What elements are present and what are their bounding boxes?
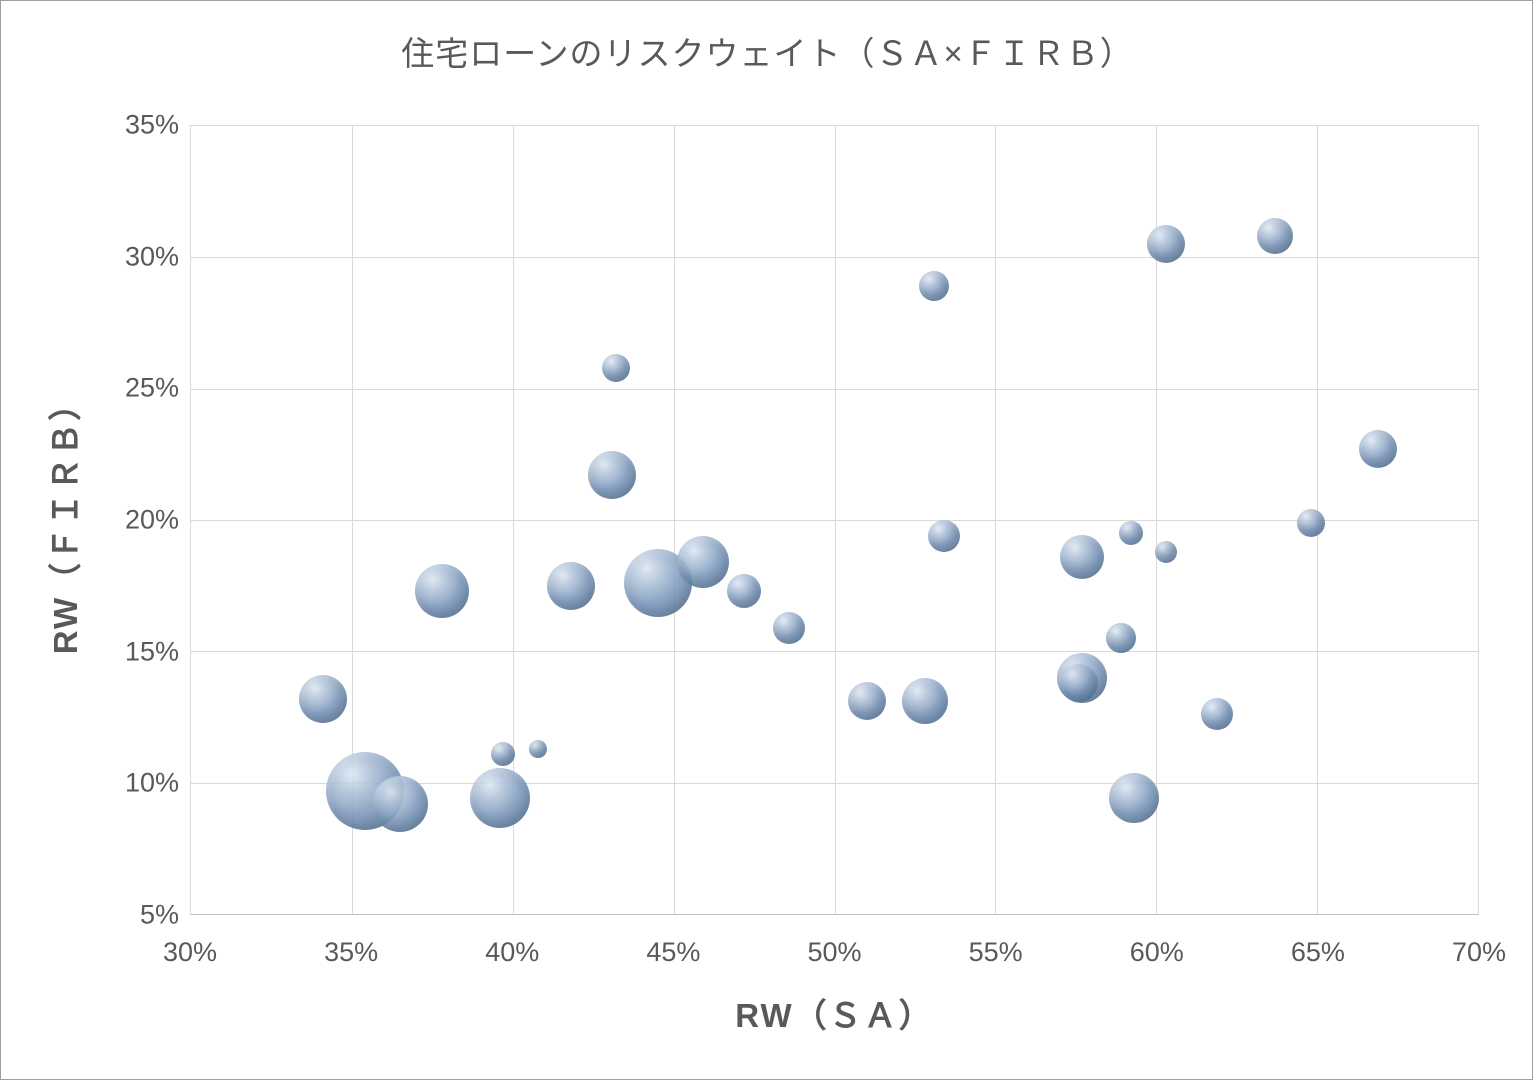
bubble[interactable]: [546, 561, 595, 610]
y-tick-label: 25%: [124, 372, 179, 403]
y-tick-label: 30%: [124, 241, 179, 272]
bubble[interactable]: [1118, 521, 1143, 546]
y-tick-label: 10%: [124, 767, 179, 798]
horizontal-gridline: [191, 520, 1478, 521]
x-tick-label: 35%: [324, 937, 379, 967]
bubble[interactable]: [414, 563, 469, 618]
bubble[interactable]: [1257, 218, 1294, 255]
x-tick-label: 30%: [162, 937, 218, 967]
x-axis-tick-labels: 30% 35% 40% 45% 50% 55% 60% 65% 70%: [163, 937, 1506, 977]
y-tick-label: 35%: [124, 109, 179, 140]
bubble[interactable]: [1296, 508, 1325, 537]
y-axis-tick-labels: 5% 10% 15% 20% 25% 30% 35%: [1, 110, 179, 930]
bubble[interactable]: [919, 271, 950, 302]
bubble[interactable]: [727, 573, 762, 608]
bubble[interactable]: [298, 674, 347, 723]
plot-area: [190, 125, 1479, 915]
bubble[interactable]: [372, 775, 429, 832]
horizontal-gridline: [191, 388, 1478, 390]
bubble[interactable]: [927, 519, 960, 552]
x-tick-label: 40%: [485, 937, 540, 967]
bubble[interactable]: [529, 739, 548, 758]
bubble[interactable]: [1108, 773, 1159, 824]
x-axis-title: RW（ＳＡ）: [735, 997, 934, 1034]
bubble[interactable]: [847, 682, 886, 721]
bubble[interactable]: [491, 741, 516, 766]
bubble[interactable]: [1359, 430, 1398, 469]
x-tick-label: 55%: [968, 937, 1023, 967]
bubble[interactable]: [1146, 225, 1185, 264]
bubble[interactable]: [1060, 663, 1099, 702]
x-tick-label: 65%: [1290, 937, 1345, 967]
horizontal-gridline: [191, 782, 1478, 784]
x-tick-label: 50%: [807, 937, 862, 967]
chart-title: 住宅ローンのリスクウェイト（ＳＡ×ＦＩＲＢ）: [401, 35, 1134, 72]
bubble[interactable]: [676, 536, 729, 589]
bubble[interactable]: [588, 451, 637, 500]
bubble[interactable]: [1060, 534, 1105, 579]
bubble[interactable]: [1201, 698, 1234, 731]
y-tick-label: 5%: [139, 899, 179, 930]
y-axis-title: RW（ＦＩＲＢ）: [47, 385, 84, 655]
x-tick-label: 70%: [1451, 937, 1507, 967]
horizontal-gridline: [191, 257, 1478, 259]
bubble[interactable]: [901, 678, 948, 725]
bubble[interactable]: [773, 611, 806, 644]
bubble[interactable]: [1154, 540, 1177, 563]
y-tick-label: 20%: [124, 504, 179, 535]
y-tick-label: 15%: [124, 636, 179, 667]
x-tick-label: 45%: [646, 937, 701, 967]
x-tick-label: 60%: [1129, 937, 1184, 967]
bubble[interactable]: [1105, 623, 1136, 654]
bubble[interactable]: [469, 768, 530, 829]
bubble[interactable]: [601, 353, 630, 382]
horizontal-gridline: [191, 651, 1478, 653]
